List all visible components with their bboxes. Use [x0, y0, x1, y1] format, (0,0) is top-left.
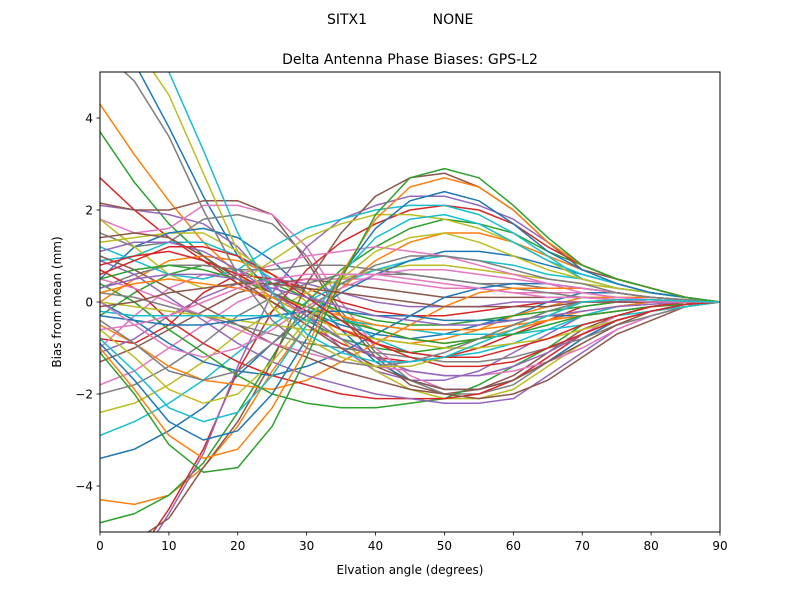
x-tick-label: 0	[96, 539, 104, 553]
x-tick-label: 50	[437, 539, 452, 553]
y-tick-label: −4	[75, 480, 93, 494]
series-line-46	[100, 232, 720, 391]
series-line-54	[100, 246, 720, 368]
series-line-36	[100, 255, 720, 400]
figure-suptitle-radome: NONE	[433, 12, 474, 28]
series-line-60	[167, 72, 720, 363]
x-tick-label: 30	[299, 539, 314, 553]
x-tick-label: 60	[506, 539, 521, 553]
series-line-56	[100, 282, 720, 308]
y-tick-label: −2	[75, 388, 93, 402]
y-tick-label: 0	[85, 296, 93, 310]
series-line-43	[100, 264, 720, 345]
y-tick-label: 4	[85, 112, 93, 126]
series-line-49	[100, 232, 720, 404]
x-tick-label: 20	[230, 539, 245, 553]
series-line-48	[100, 255, 720, 381]
x-axis-label: Elvation angle (degrees)	[337, 563, 484, 577]
chart-title: Delta Antenna Phase Biases: GPS-L2	[282, 52, 538, 68]
x-tick-label: 80	[643, 539, 658, 553]
series-lines	[100, 72, 720, 532]
x-tick-label: 90	[712, 539, 727, 553]
x-tick-label: 70	[575, 539, 590, 553]
series-line-51	[100, 190, 720, 441]
series-line-44	[100, 250, 720, 358]
y-axis-label: Bias from mean (mm)	[50, 236, 64, 367]
y-axis-ticks: −4 −2 0 2 4	[75, 112, 100, 494]
x-tick-label: 40	[368, 539, 383, 553]
figure-suptitle-station: SITX1	[327, 12, 367, 28]
x-tick-label: 10	[161, 539, 176, 553]
series-line-55	[100, 273, 720, 326]
y-tick-label: 2	[85, 204, 93, 218]
series-line-53	[100, 167, 720, 473]
x-axis-ticks: 0 10 20 30 40 50 60 70 80 90	[96, 532, 728, 553]
